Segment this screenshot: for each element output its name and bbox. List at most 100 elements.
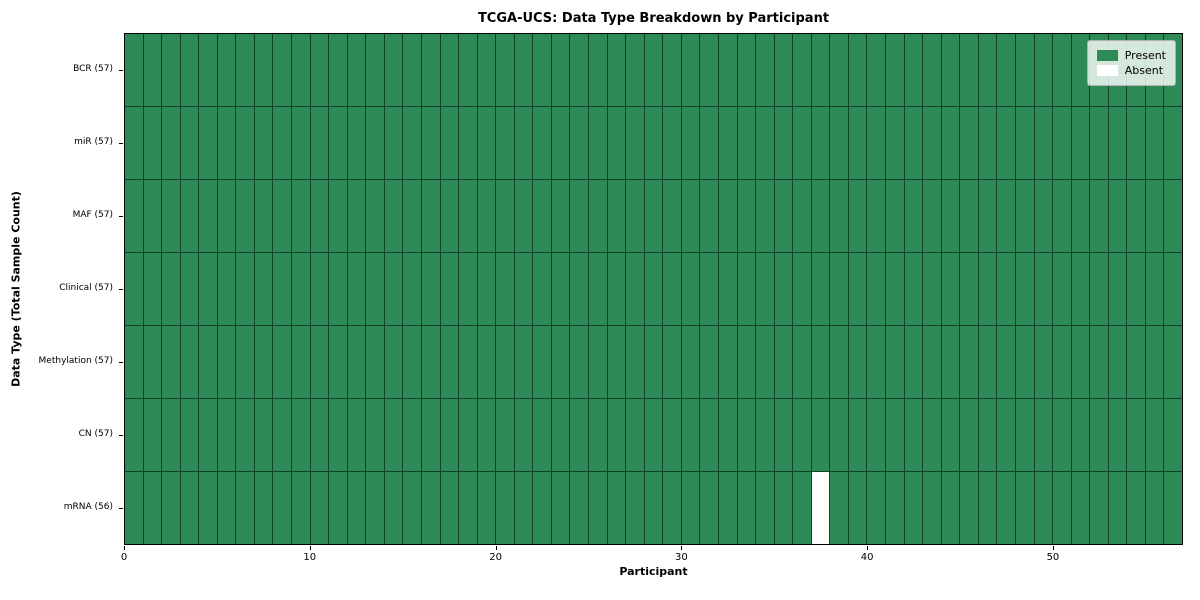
heatmap-cell-BCR-p41	[886, 34, 904, 106]
heatmap-cell-mRNA-p35	[774, 472, 793, 544]
heatmap-cell-MAF-p52	[1090, 180, 1108, 252]
heatmap-cell-BCR-p0	[125, 34, 143, 106]
heatmap-cell-Clinical-p21	[514, 253, 533, 325]
heatmap-cell-Clinical-p15	[403, 253, 421, 325]
heatmap-cell-Methylation-p24	[570, 326, 589, 398]
heatmap-cell-Clinical-p30	[681, 253, 700, 325]
heatmap-cell-BCR-p13	[366, 34, 384, 106]
heatmap-cell-CN-p30	[681, 399, 700, 471]
heatmap-cell-Methylation-p49	[1034, 326, 1053, 398]
heatmap-cell-Methylation-p37	[811, 326, 830, 398]
heatmap-cell-Methylation-p46	[978, 326, 997, 398]
heatmap-cell-CN-p24	[570, 399, 589, 471]
heatmap-cell-miR-p8	[273, 107, 292, 179]
heatmap-cell-Methylation-p10	[310, 326, 329, 398]
heatmap-cell-BCR-p35	[774, 34, 793, 106]
heatmap-cell-MAF-p5	[217, 180, 236, 252]
heatmap-cell-Methylation-p23	[551, 326, 570, 398]
heatmap-cell-miR-p11	[329, 107, 347, 179]
heatmap-cell-Methylation-p6	[236, 326, 254, 398]
legend-label: Absent	[1124, 64, 1164, 77]
heatmap-cell-Clinical-p23	[551, 253, 570, 325]
heatmap-cell-BCR-p15	[403, 34, 421, 106]
y-tick-mark	[119, 289, 123, 290]
y-tick-label-Clinical: Clinical (57)	[59, 283, 113, 293]
y-tick-label-miR: miR (57)	[74, 136, 113, 147]
heatmap-cell-Clinical-p37	[811, 253, 830, 325]
heatmap-cell-BCR-p1	[143, 34, 162, 106]
x-tick-mark	[309, 546, 311, 550]
heatmap-cell-Clinical-p8	[273, 253, 292, 325]
heatmap-cell-mRNA-p29	[663, 472, 681, 544]
heatmap-cell-CN-p26	[607, 399, 626, 471]
heatmap-cell-BCR-p43	[923, 34, 941, 106]
heatmap-cell-CN-p43	[923, 399, 941, 471]
heatmap-cell-MAF-p46	[978, 180, 997, 252]
heatmap-cell-Methylation-p34	[756, 326, 774, 398]
heatmap-cell-MAF-p3	[180, 180, 199, 252]
heatmap-cell-BCR-p51	[1071, 34, 1090, 106]
heatmap-cell-CN-p29	[663, 399, 681, 471]
heatmap-cell-Clinical-p39	[848, 253, 867, 325]
heatmap-cell-miR-p5	[217, 107, 236, 179]
heatmap-cell-Clinical-p34	[756, 253, 774, 325]
x-tick-label: 10	[303, 552, 317, 563]
heatmap-cell-BCR-p16	[421, 34, 440, 106]
heatmap-cell-Clinical-p1	[143, 253, 162, 325]
heatmap-cell-mRNA-p5	[217, 472, 236, 544]
heatmap-cell-MAF-p43	[923, 180, 941, 252]
heatmap-cell-mRNA-p40	[867, 472, 886, 544]
heatmap-cell-MAF-p41	[886, 180, 904, 252]
heatmap-cell-BCR-p49	[1034, 34, 1053, 106]
heatmap-cell-miR-p2	[162, 107, 180, 179]
heatmap-cell-miR-p47	[997, 107, 1015, 179]
heatmap-cell-Methylation-p20	[496, 326, 514, 398]
heatmap-cell-miR-p18	[459, 107, 477, 179]
heatmap-cell-MAF-p33	[737, 180, 756, 252]
heatmap-cell-BCR-p36	[793, 34, 811, 106]
heatmap-cell-miR-p48	[1015, 107, 1034, 179]
y-tick-label-mRNA: mRNA (56)	[63, 502, 113, 513]
heatmap-cell-BCR-p17	[440, 34, 459, 106]
heatmap-cell-Methylation-p0	[125, 326, 143, 398]
x-tick-mark	[681, 546, 683, 550]
heatmap-cell-CN-p51	[1071, 399, 1090, 471]
heatmap-cell-miR-p6	[236, 107, 254, 179]
heatmap-cell-CN-p36	[793, 399, 811, 471]
heatmap-cell-miR-p24	[570, 107, 589, 179]
heatmap-cell-Clinical-p52	[1090, 253, 1108, 325]
heatmap-cell-Clinical-p32	[718, 253, 737, 325]
heatmap-cell-CN-p11	[329, 399, 347, 471]
heatmap-cell-BCR-p29	[663, 34, 681, 106]
heatmap-cell-BCR-p21	[514, 34, 533, 106]
heatmap-cell-CN-p46	[978, 399, 997, 471]
heatmap-cell-Methylation-p33	[737, 326, 756, 398]
y-tick-mark	[119, 508, 123, 510]
heatmap-cell-Clinical-p46	[978, 253, 997, 325]
heatmap-cell-CN-p10	[310, 399, 329, 471]
heatmap-cell-Methylation-p48	[1015, 326, 1034, 398]
heatmap-cell-miR-p53	[1108, 107, 1127, 179]
heatmap-cell-BCR-p25	[589, 34, 607, 106]
heatmap-cell-Methylation-p55	[1145, 326, 1164, 398]
heatmap-cell-Clinical-p43	[923, 253, 941, 325]
heatmap-cell-Clinical-p25	[589, 253, 607, 325]
heatmap-cell-MAF-p28	[644, 180, 663, 252]
heatmap-cell-miR-p42	[904, 107, 923, 179]
heatmap-cell-Methylation-p32	[718, 326, 737, 398]
heatmap-cell-mRNA-p43	[923, 472, 941, 544]
heatmap-cell-miR-p41	[886, 107, 904, 179]
heatmap-cell-CN-p34	[756, 399, 774, 471]
heatmap-cell-BCR-p22	[533, 34, 551, 106]
heatmap-cell-Methylation-p44	[941, 326, 960, 398]
heatmap-cell-Methylation-p39	[848, 326, 867, 398]
heatmap-cell-BCR-p8	[273, 34, 292, 106]
heatmap-cell-BCR-p9	[292, 34, 310, 106]
heatmap-cell-Clinical-p4	[199, 253, 217, 325]
heatmap-cell-MAF-p25	[589, 180, 607, 252]
heatmap-cell-mRNA-p32	[718, 472, 737, 544]
legend-item-present: Present	[1096, 49, 1166, 62]
heatmap-cell-miR-p20	[496, 107, 514, 179]
heatmap-cell-miR-p39	[848, 107, 867, 179]
heatmap-cell-BCR-p39	[848, 34, 867, 106]
